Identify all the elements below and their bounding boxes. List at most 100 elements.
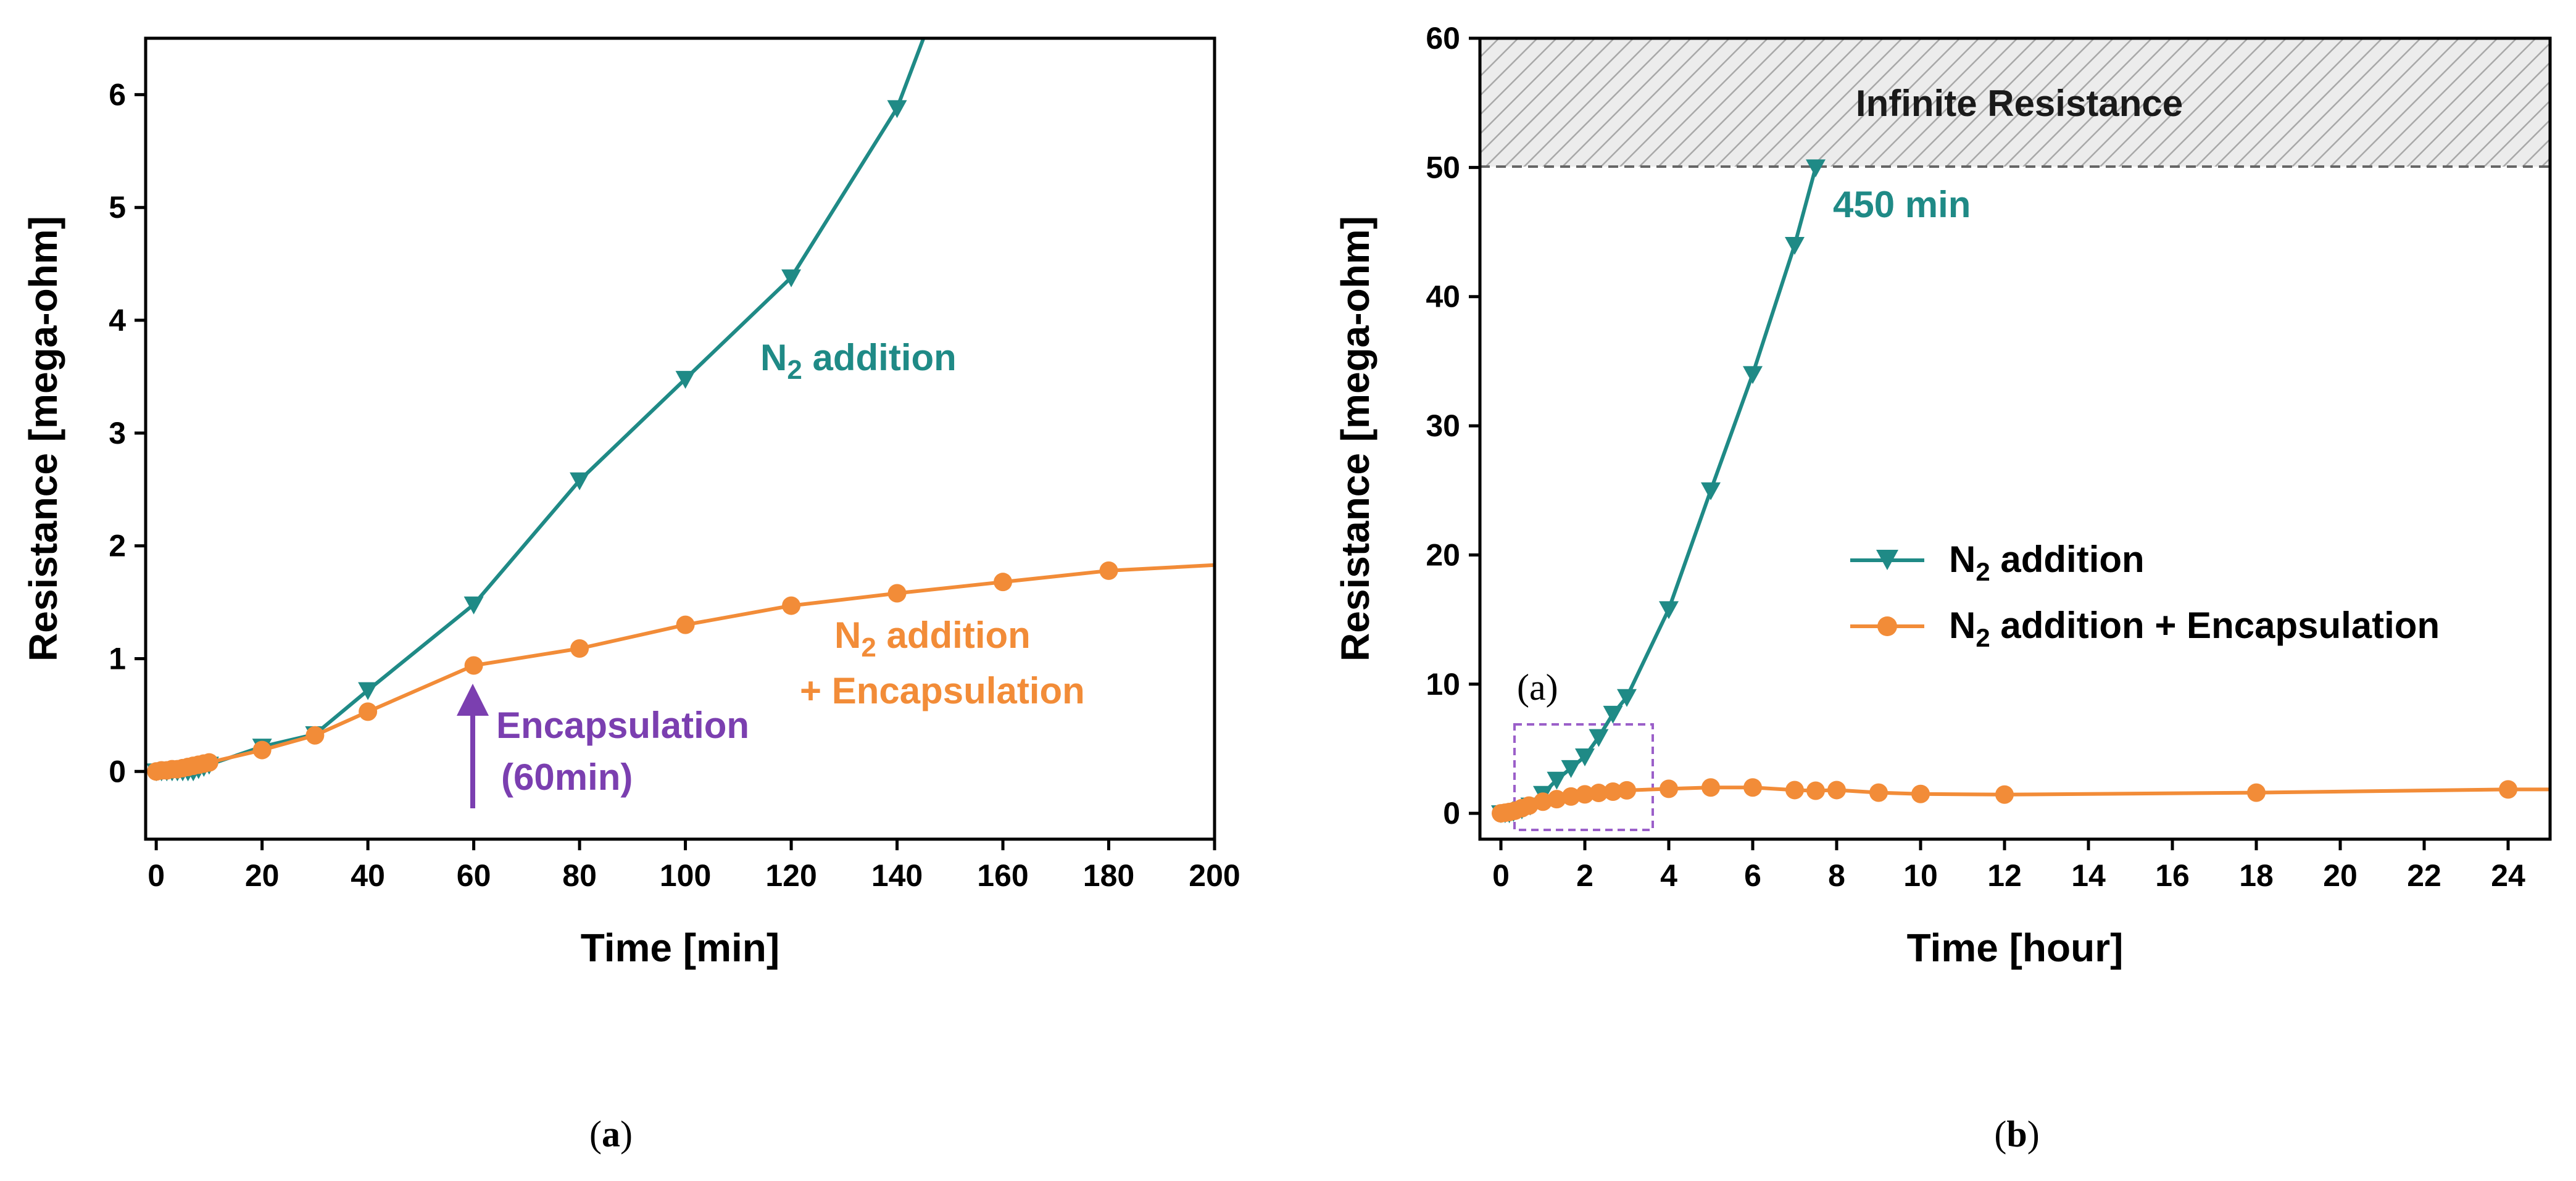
data-point [1561, 787, 1581, 806]
x-tick-label: 10 [1903, 858, 1938, 893]
data-point [676, 615, 695, 634]
encapsulation-arrow [457, 684, 489, 808]
data-point [570, 472, 590, 491]
panel-a: 0 20 40 60 80 100 120 140 160 180 200 0 1 2 3 4 5 6 Time … [21, 36, 1240, 970]
y-tick-label: 3 [109, 416, 126, 450]
x-tick-label: 6 [1744, 858, 1761, 893]
data-point [1911, 784, 1930, 803]
x-tick-label: 180 [1083, 858, 1134, 893]
x-tick-label: 200 [1189, 858, 1240, 893]
data-point [358, 682, 378, 700]
data-point [1701, 778, 1720, 797]
n2-subscript: 2 [861, 632, 876, 663]
series-line [1500, 785, 2550, 816]
x-tick-label: 100 [660, 858, 711, 893]
y-tick-label: 4 [109, 303, 126, 338]
data-point [2499, 780, 2517, 799]
panel-b: Infinite Resistance (a) 0 2 4 6 8 10 12 14 16 18 2… [1333, 21, 2552, 970]
data-point [1869, 783, 1888, 802]
data-point [1547, 771, 1567, 790]
x-tick-label: 80 [562, 858, 597, 893]
x-tick-label: 20 [2323, 858, 2358, 893]
y-tick-label: 50 [1426, 150, 1460, 184]
panel-a-frame [144, 36, 1216, 841]
encapsulated-annotation-line1: N2 addition [834, 615, 1031, 663]
panel-b-frame [1478, 36, 2552, 841]
legend-item-n2-addition: N2 addition [1850, 539, 2145, 586]
encapsulation-arrow-label-line1: Encapsulation [496, 705, 749, 746]
y-tick-label: 60 [1426, 21, 1460, 56]
legend-label-n2-addition: N2 addition [1949, 539, 2145, 586]
series-line [1501, 167, 1818, 816]
x-tick-label: 2 [1576, 858, 1593, 893]
data-point [887, 584, 907, 603]
legend: N2 addition N2 addition + Encapsulation [1850, 539, 2440, 652]
legend-label-n2-encapsulation: N2 addition + Encapsulation [1949, 605, 2440, 652]
y-tick-label: 20 [1426, 537, 1460, 572]
inset-zoom-box [1513, 723, 1654, 831]
data-point [1827, 781, 1846, 800]
data-point [252, 740, 272, 760]
data-point [1561, 760, 1581, 778]
data-point [1575, 748, 1595, 767]
x-tick-label: 60 [457, 858, 491, 893]
x-tick-label: 140 [871, 858, 923, 893]
450-min-label: 450 min [1833, 184, 1971, 225]
y-tick-label: 10 [1426, 667, 1460, 702]
data-point [1589, 729, 1609, 747]
data-point [1534, 792, 1552, 811]
infinite-resistance-label: Infinite Resistance [1856, 83, 2183, 124]
inset-zoom-label: (a) [1517, 667, 1558, 708]
panel-b-ylabel: Resistance [mega-ohm] [1333, 216, 1377, 661]
n2-addition-annotation: N2 addition [760, 337, 957, 385]
data-point [359, 702, 378, 721]
data-point [464, 656, 483, 675]
data-point [1785, 781, 1804, 800]
data-point [1806, 159, 1826, 178]
panel-a-xlabel: Time [min] [581, 926, 779, 970]
data-point [463, 596, 484, 615]
y-tick-label: 0 [1443, 796, 1460, 831]
panel-a-ylabel: Resistance [mega-ohm] [21, 216, 65, 661]
x-tick-label: 12 [1987, 858, 2022, 893]
data-point [1617, 689, 1637, 707]
data-point [1660, 779, 1678, 798]
data-point [887, 100, 907, 118]
data-point [1603, 705, 1623, 724]
data-point [1099, 561, 1118, 580]
y-tick-label: 40 [1426, 280, 1460, 314]
x-tick-label: 24 [2491, 858, 2525, 893]
x-tick-label: 16 [2155, 858, 2190, 893]
data-point [1603, 782, 1622, 801]
encapsulation-arrow-label-line2: (60min) [501, 756, 633, 798]
x-tick-label: 0 [147, 858, 165, 893]
data-point [1806, 781, 1825, 800]
data-point [675, 371, 696, 389]
data-point [305, 726, 325, 745]
data-point [1618, 781, 1636, 800]
x-tick-label: 14 [2071, 858, 2106, 893]
data-point [1576, 785, 1594, 804]
series-line [156, 38, 926, 774]
y-tick-label: 1 [109, 641, 126, 676]
legend-item-n2-encapsulation: N2 addition + Encapsulation [1850, 605, 2440, 652]
x-tick-label: 0 [1492, 858, 1510, 893]
x-tick-label: 40 [351, 858, 385, 893]
data-point [782, 596, 801, 615]
y-tick-label: 2 [109, 529, 126, 563]
caption-a: (a) [589, 1114, 633, 1154]
data-point [1743, 366, 1763, 384]
y-tick-label: 30 [1426, 408, 1460, 443]
data-point [2247, 783, 2266, 802]
encapsulated-annotation-line2: + Encapsulation [800, 670, 1085, 711]
series-n2-encapsulation [1492, 778, 2550, 823]
caption-b: (b) [1994, 1114, 2039, 1154]
x-tick-label: 160 [977, 858, 1028, 893]
x-tick-label: 8 [1828, 858, 1845, 893]
data-point [1995, 785, 2014, 804]
x-tick-label: 22 [2407, 858, 2441, 893]
data-point [1659, 601, 1679, 620]
data-point [1785, 236, 1805, 255]
x-tick-label: 4 [1660, 858, 1677, 893]
